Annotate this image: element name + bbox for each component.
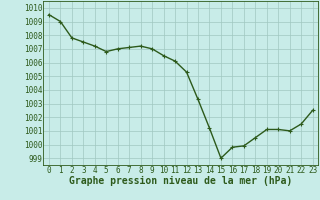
X-axis label: Graphe pression niveau de la mer (hPa): Graphe pression niveau de la mer (hPa) [69,176,292,186]
